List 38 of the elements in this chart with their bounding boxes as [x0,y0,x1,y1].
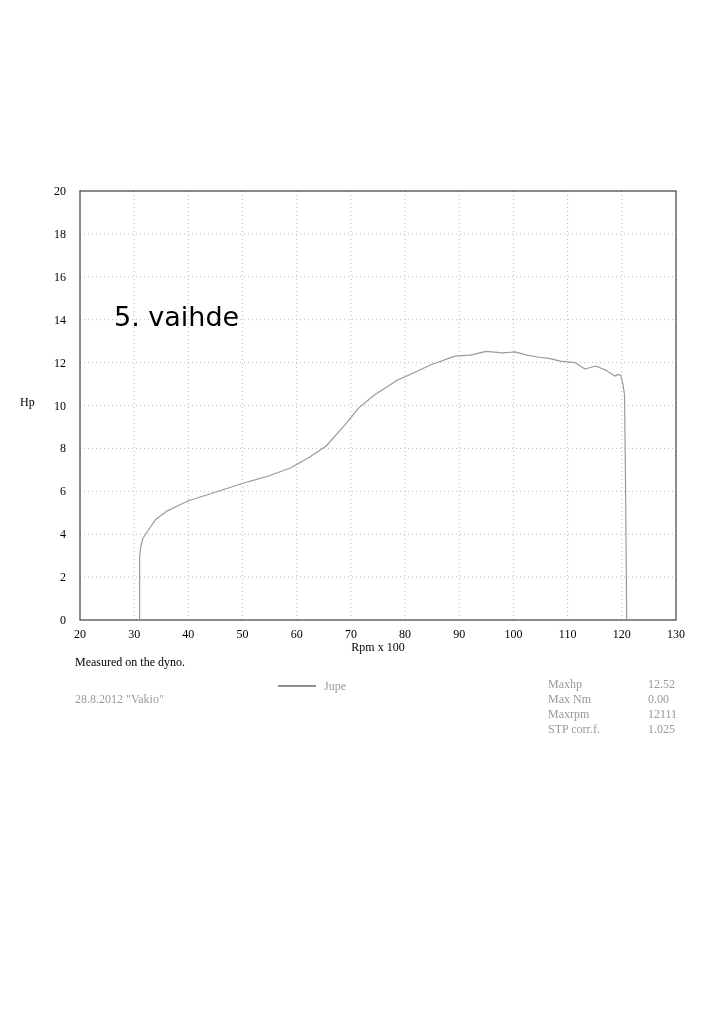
text: Max Nm [548,692,592,706]
line-series [139,350,628,621]
x-tick-label: 80 [399,627,412,641]
x-tick-label: 70 [344,627,357,641]
x-tick-label: 30 [128,627,141,641]
y-tick-label: 20 [54,184,66,198]
x-tick-label: 20 [74,627,86,641]
y-tick-label: 8 [60,441,66,456]
annotation: 5. vaihde [114,301,240,332]
text: STP corr.f. [548,722,600,736]
y-tick-label: 10 [54,398,66,413]
text: Jupe [324,679,346,693]
x-tick-label: 40 [182,627,195,641]
x-tick-label: 130 [667,627,685,641]
y-tick-label: 2 [60,570,66,585]
text: Maxhp [548,677,582,691]
text: Maxrpm [548,707,590,721]
text: 0.00 [648,692,669,706]
text: 12.52 [648,677,675,691]
text: 1.025 [648,722,675,736]
y-axis-title: Hp [20,394,35,409]
text: Measured on the dyno. [75,655,185,669]
text: 28.8.2012 "Vakio" [75,692,164,706]
x-axis-title: Rpm x 100 [351,640,405,654]
x-tick-label: 50 [236,627,249,641]
x-tick-label: 110 [558,627,577,641]
y-tick-label: 4 [60,527,66,542]
y-tick-label: 6 [60,484,66,499]
x-tick-label: 120 [612,627,631,641]
x-tick-label: 60 [290,627,303,641]
y-tick-label: 12 [54,355,66,370]
y-tick-label: 14 [54,312,66,327]
y-tick-label: 0 [60,613,66,627]
y-tick-label: 16 [54,269,66,284]
text: 12111 [648,707,678,721]
y-tick-label: 18 [54,226,66,241]
x-tick-label: 100 [504,627,523,641]
x-tick-label: 90 [453,627,466,641]
